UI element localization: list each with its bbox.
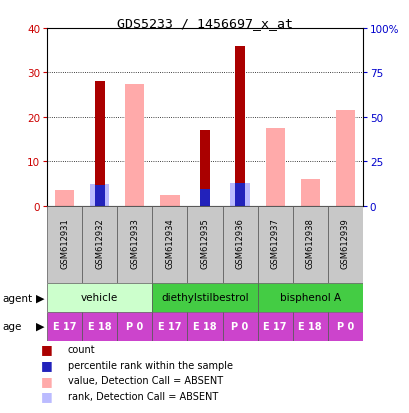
Text: diethylstilbestrol: diethylstilbestrol: [161, 293, 248, 303]
Bar: [47, 313, 82, 341]
Bar: [300, 180, 319, 206]
Bar: [125, 184, 144, 206]
Bar: [335, 111, 354, 206]
Bar: [257, 313, 292, 341]
Text: ▶: ▶: [36, 293, 44, 303]
Bar: [90, 184, 109, 206]
Text: value, Detection Call = ABSENT: value, Detection Call = ABSENT: [67, 375, 222, 385]
Text: E 18: E 18: [298, 322, 321, 332]
Bar: [200, 131, 209, 206]
Text: rank, Detection Call = ABSENT: rank, Detection Call = ABSENT: [67, 391, 217, 401]
Text: GSM612935: GSM612935: [200, 218, 209, 268]
Bar: [55, 204, 74, 206]
Bar: [94, 82, 104, 206]
Bar: [117, 206, 152, 283]
Text: vehicle: vehicle: [81, 293, 118, 303]
Bar: [160, 195, 179, 206]
Text: E 17: E 17: [263, 322, 286, 332]
Text: GSM612933: GSM612933: [130, 218, 139, 268]
Text: GSM612937: GSM612937: [270, 218, 279, 268]
Text: ■: ■: [41, 374, 53, 387]
Text: GDS5233 / 1456697_x_at: GDS5233 / 1456697_x_at: [117, 17, 292, 29]
Text: agent: agent: [2, 293, 32, 303]
Bar: [292, 313, 327, 341]
Bar: [47, 284, 152, 312]
Bar: [187, 313, 222, 341]
Text: E 17: E 17: [158, 322, 181, 332]
Text: P 0: P 0: [126, 322, 143, 332]
Text: GSM612932: GSM612932: [95, 218, 104, 268]
Bar: [152, 284, 257, 312]
Bar: [160, 203, 179, 206]
Bar: [82, 313, 117, 341]
Bar: [152, 206, 187, 283]
Text: bisphenol A: bisphenol A: [279, 293, 340, 303]
Bar: [82, 206, 117, 283]
Bar: [187, 206, 222, 283]
Bar: [230, 183, 249, 206]
Bar: [117, 313, 152, 341]
Bar: [94, 185, 104, 206]
Bar: [125, 84, 144, 206]
Text: GSM612936: GSM612936: [235, 218, 244, 268]
Bar: [55, 191, 74, 206]
Bar: [265, 190, 284, 206]
Text: GSM612934: GSM612934: [165, 218, 174, 268]
Bar: [152, 313, 187, 341]
Text: GSM612931: GSM612931: [60, 218, 69, 268]
Text: age: age: [2, 321, 21, 331]
Text: GSM612939: GSM612939: [340, 218, 349, 268]
Bar: [300, 197, 319, 206]
Text: percentile rank within the sample: percentile rank within the sample: [67, 360, 232, 370]
Text: ▶: ▶: [36, 321, 44, 331]
Bar: [292, 206, 327, 283]
Text: E 18: E 18: [193, 322, 216, 332]
Bar: [327, 206, 362, 283]
Bar: [235, 47, 245, 207]
Bar: [257, 284, 362, 312]
Text: E 17: E 17: [53, 322, 76, 332]
Text: ■: ■: [41, 389, 53, 403]
Text: P 0: P 0: [336, 322, 353, 332]
Bar: [47, 206, 82, 283]
Bar: [235, 183, 245, 206]
Bar: [257, 206, 292, 283]
Bar: [222, 206, 257, 283]
Bar: [200, 190, 209, 206]
Bar: [222, 313, 257, 341]
Text: ■: ■: [41, 342, 53, 356]
Text: count: count: [67, 344, 95, 354]
Bar: [327, 313, 362, 341]
Text: P 0: P 0: [231, 322, 248, 332]
Text: ■: ■: [41, 358, 53, 371]
Text: GSM612938: GSM612938: [305, 218, 314, 268]
Text: E 18: E 18: [88, 322, 111, 332]
Bar: [335, 183, 354, 206]
Bar: [265, 129, 284, 206]
